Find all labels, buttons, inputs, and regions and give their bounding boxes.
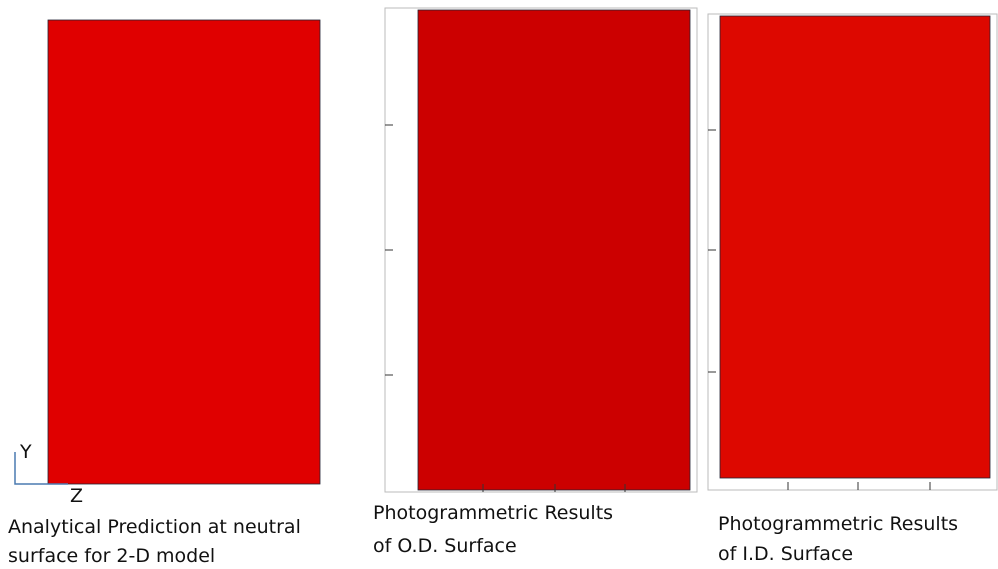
- contour-band: [418, 10, 690, 490]
- axis-label: Y: [19, 441, 32, 463]
- caption: surface for 2-D model: [8, 545, 215, 567]
- axis-icon: [14, 452, 68, 485]
- caption: Photogrammetric Results: [373, 502, 613, 524]
- frame: [707, 13, 998, 491]
- contour-band: [720, 16, 990, 478]
- contour-band: [48, 20, 320, 484]
- ticks: [385, 124, 931, 492]
- plot-border: [719, 15, 991, 479]
- caption: of O.D. Surface: [373, 535, 517, 557]
- caption: Photogrammetric Results: [718, 513, 958, 535]
- axis-label: Z: [70, 485, 83, 507]
- caption: of I.D. Surface: [718, 543, 853, 565]
- plot-border: [47, 19, 321, 485]
- caption: Analytical Prediction at neutral: [8, 516, 301, 538]
- plot-border: [417, 9, 691, 491]
- contour-plots: [47, 9, 991, 491]
